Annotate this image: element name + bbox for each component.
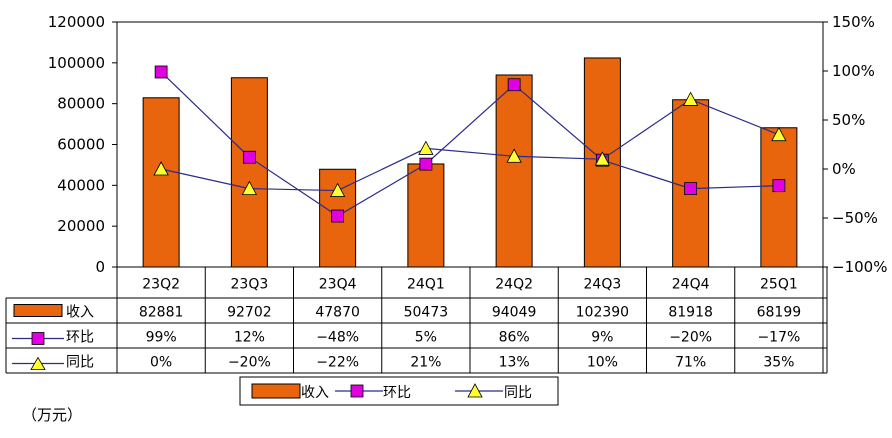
plot-frame — [116, 21, 824, 268]
table-cell: 86% — [499, 330, 530, 346]
table-cell: 12% — [234, 330, 265, 346]
table-cell: −48% — [316, 330, 359, 346]
table-cell: 9% — [591, 330, 613, 346]
table-cell: 99% — [146, 330, 177, 346]
table-cell: 5% — [415, 330, 437, 346]
legend-label: 环比 — [383, 385, 411, 401]
table-cell: −20% — [669, 330, 712, 346]
legend-key-bar — [251, 383, 301, 399]
square-marker — [419, 157, 433, 171]
row-header-label: 环比 — [66, 330, 94, 346]
right-tick-label: −50% — [832, 209, 878, 227]
table-cell: 47870 — [315, 305, 360, 321]
triangle-marker — [506, 148, 522, 163]
series-line — [160, 71, 779, 217]
table-cell: 21% — [410, 355, 441, 371]
right-tick-label: 50% — [832, 111, 865, 129]
table-cell: 13% — [499, 355, 530, 371]
category-label: 25Q1 — [760, 277, 798, 293]
bar — [142, 97, 180, 268]
square-marker — [507, 78, 521, 92]
left-tick-label: 0 — [95, 258, 105, 276]
right-tick-label: 0% — [832, 160, 856, 178]
legend-key-triangle — [467, 383, 483, 398]
square-marker — [154, 65, 168, 79]
table-cell: −22% — [316, 355, 359, 371]
left-tick-label: 120000 — [48, 13, 105, 31]
square-marker — [331, 209, 345, 223]
category-label: 24Q2 — [495, 277, 533, 293]
category-label: 23Q4 — [319, 277, 357, 293]
table-cell: 82881 — [139, 305, 184, 321]
category-label: 24Q4 — [672, 277, 710, 293]
left-tick-label: 60000 — [57, 136, 105, 154]
table-cell: 92702 — [227, 305, 272, 321]
row-legend-square — [31, 332, 45, 345]
unit-note: （万元） — [22, 406, 83, 424]
category-label: 23Q2 — [142, 277, 180, 293]
table-cell: 81918 — [668, 305, 713, 321]
square-marker — [242, 150, 256, 164]
legend-label: 同比 — [504, 385, 532, 401]
right-tick-label: 100% — [832, 62, 875, 80]
table-cell: −17% — [757, 330, 800, 346]
triangle-marker — [418, 140, 434, 155]
bar — [760, 127, 798, 268]
category-label: 23Q3 — [231, 277, 269, 293]
table-cell: 10% — [587, 355, 618, 371]
left-tick-label: 40000 — [57, 176, 105, 194]
triangle-marker — [771, 126, 787, 142]
bar — [230, 77, 268, 268]
square-marker — [684, 182, 698, 196]
table-cell: 94049 — [492, 305, 537, 321]
square-marker — [772, 179, 786, 193]
right-tick-label: −100% — [832, 258, 887, 276]
row-legend-triangle — [30, 356, 46, 370]
table-cell: 71% — [675, 355, 706, 371]
triangle-marker — [153, 161, 169, 176]
triangle-marker — [241, 180, 258, 196]
bar — [495, 74, 533, 268]
left-tick-label: 80000 — [57, 95, 105, 113]
table-cell: 35% — [763, 355, 794, 371]
series-line — [160, 98, 780, 192]
bar — [407, 163, 445, 268]
table-cell: 102390 — [576, 305, 629, 321]
right-tick-label: 150% — [832, 13, 875, 31]
legend-label: 收入 — [301, 385, 329, 401]
table-cell: −20% — [228, 355, 271, 371]
category-label: 24Q1 — [407, 277, 445, 293]
table-cell: 50473 — [404, 305, 449, 321]
table-cell: 68199 — [757, 305, 802, 321]
triangle-marker — [329, 182, 346, 197]
left-tick-label: 100000 — [48, 54, 105, 72]
row-header-label: 同比 — [66, 355, 94, 371]
left-tick-label: 20000 — [57, 217, 105, 235]
triangle-marker — [594, 151, 611, 166]
legend-key-square — [350, 384, 364, 398]
row-legend-key — [13, 304, 63, 317]
table-cell: 0% — [150, 355, 172, 371]
triangle-marker — [682, 91, 699, 106]
category-label: 24Q3 — [584, 277, 622, 293]
row-header-label: 收入 — [66, 305, 94, 321]
